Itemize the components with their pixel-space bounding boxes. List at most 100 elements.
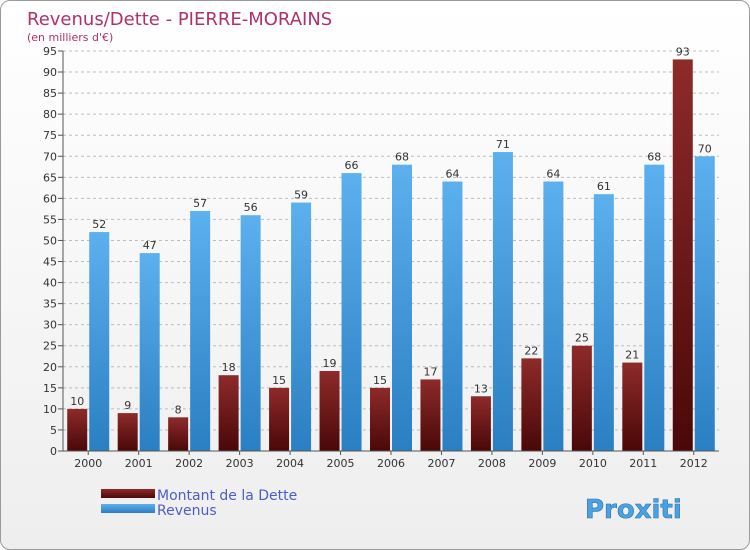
data-label: 25 [575, 332, 589, 345]
x-tick-label: 2000 [74, 457, 102, 470]
y-axis: 0 5 10 15 20 25 30 35 40 45 50 55 60 65 70 75 80 85 90 95 [43, 45, 64, 458]
bar-revenus [694, 156, 715, 451]
bar-dette [571, 345, 592, 451]
bar-dette [622, 362, 643, 451]
y-tick-label: 0 [50, 445, 57, 458]
y-tick-label: 10 [43, 403, 57, 416]
legend-swatch-debt [101, 489, 155, 498]
x-tick-label: 2010 [579, 457, 607, 470]
bar-revenus [291, 202, 312, 451]
data-label: 57 [193, 197, 207, 210]
data-label: 71 [496, 138, 510, 151]
bar-dette [420, 379, 441, 451]
x-axis: 2000 2001 2002 2003 2004 2005 2006 2007 2008 2009… [63, 450, 719, 470]
bar-dette [168, 417, 189, 451]
legend-label-debt: Montant de la Dette [157, 488, 297, 504]
chart-subtitle: (en milliers d'€) [27, 31, 113, 44]
bar-dette [521, 358, 542, 451]
data-label: 19 [323, 357, 337, 370]
y-tick-label: 35 [43, 298, 57, 311]
y-tick-label: 15 [43, 382, 57, 395]
data-label: 68 [395, 151, 409, 164]
data-label: 56 [244, 201, 258, 214]
bar-revenus [341, 173, 362, 451]
data-label: 93 [676, 45, 690, 58]
bar-series: 10 52 9 47 8 57 18 56 15 59 19 66 15 68 17 64 13 71 22 64 25… [67, 45, 715, 452]
data-label: 61 [597, 180, 611, 193]
legend: Montant de la Dette Revenus [101, 488, 297, 519]
bar-revenus [190, 211, 211, 451]
x-tick-label: 2008 [478, 457, 506, 470]
data-label: 52 [92, 218, 106, 231]
y-tick-label: 65 [43, 171, 57, 184]
y-tick-label: 55 [43, 213, 57, 226]
y-tick-label: 5 [50, 424, 57, 437]
y-tick-label: 95 [43, 45, 57, 58]
bar-revenus [89, 232, 110, 451]
x-tick-label: 2011 [629, 457, 657, 470]
data-label: 13 [474, 382, 488, 395]
bar-dette [672, 59, 693, 451]
bar-revenus [392, 164, 412, 451]
y-tick-label: 40 [43, 277, 57, 290]
data-label: 8 [175, 403, 182, 416]
data-label: 64 [445, 168, 459, 181]
bar-dette [319, 371, 340, 451]
legend-label-revenus: Revenus [157, 503, 217, 519]
y-tick-label: 25 [43, 340, 57, 353]
data-label: 21 [625, 349, 639, 362]
y-tick-label: 80 [43, 108, 57, 121]
x-tick-label: 2003 [226, 457, 254, 470]
x-tick-label: 2005 [327, 457, 355, 470]
bar-revenus [492, 152, 513, 452]
data-label: 15 [373, 374, 387, 387]
legend-swatch-revenus [101, 504, 155, 513]
bar-revenus [543, 181, 564, 452]
x-tick-label: 2009 [528, 457, 556, 470]
y-tick-label: 75 [43, 129, 57, 142]
bar-dette [117, 413, 138, 451]
y-tick-label: 50 [43, 234, 57, 247]
y-tick-label: 20 [43, 361, 57, 374]
bar-dette [370, 387, 390, 451]
data-label: 22 [524, 344, 538, 357]
y-tick-label: 30 [43, 319, 57, 332]
bar-dette [470, 396, 491, 451]
data-label: 47 [143, 239, 157, 252]
chart-title: Revenus/Dette - PIERRE-MORAINS [27, 9, 332, 30]
y-tick-label: 45 [43, 256, 57, 269]
bar-dette [67, 408, 88, 451]
y-tick-label: 60 [43, 192, 57, 205]
y-tick-label: 90 [43, 66, 57, 79]
data-label: 64 [546, 168, 560, 181]
data-label: 68 [647, 151, 661, 164]
data-label: 59 [294, 189, 308, 202]
bar-dette [269, 387, 290, 451]
y-tick-label: 70 [43, 150, 57, 163]
y-tick-label: 85 [43, 87, 57, 100]
bar-revenus [442, 181, 463, 452]
x-tick-label: 2007 [427, 457, 455, 470]
x-tick-label: 2004 [276, 457, 304, 470]
data-label: 18 [222, 361, 236, 374]
x-tick-label: 2001 [125, 457, 153, 470]
proxiti-logo-text: Proxiti [585, 495, 682, 525]
grid-lines [63, 50, 719, 452]
bar-revenus [593, 194, 614, 451]
data-label: 15 [272, 374, 286, 387]
x-tick-label: 2002 [175, 457, 203, 470]
data-label: 9 [124, 399, 131, 412]
x-tick-label: 2012 [680, 457, 708, 470]
bar-revenus [139, 253, 160, 451]
data-label: 17 [423, 365, 437, 378]
data-label: 10 [70, 395, 84, 408]
x-tick-label: 2006 [377, 457, 405, 470]
data-label: 70 [698, 142, 712, 155]
bar-revenus [644, 164, 665, 451]
data-label: 66 [345, 159, 359, 172]
bar-revenus [240, 215, 261, 451]
bar-dette [218, 375, 239, 451]
proxiti-logo: Proxiti [585, 495, 682, 526]
